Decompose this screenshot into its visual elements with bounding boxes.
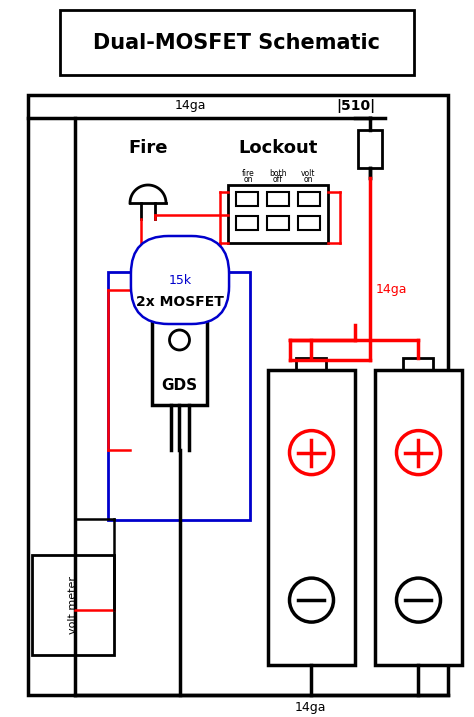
Circle shape <box>290 578 334 622</box>
Text: fire: fire <box>242 168 255 178</box>
Bar <box>60 10 414 75</box>
Text: 14ga: 14ga <box>174 99 206 112</box>
Text: both: both <box>269 168 287 178</box>
Text: volt: volt <box>301 168 315 178</box>
Circle shape <box>290 431 334 475</box>
Text: volt meter: volt meter <box>68 576 78 634</box>
Text: 20-24ga: 20-24ga <box>178 253 224 263</box>
Circle shape <box>170 330 190 350</box>
Text: Fire: Fire <box>128 139 168 157</box>
Circle shape <box>396 431 440 475</box>
Text: Lockout: Lockout <box>238 139 318 157</box>
Bar <box>28 95 448 695</box>
Bar <box>236 216 258 230</box>
Text: |510|: |510| <box>337 99 375 113</box>
Bar <box>152 320 207 405</box>
Bar <box>375 370 462 665</box>
Bar <box>267 192 289 206</box>
Text: Dual-MOSFET Schematic: Dual-MOSFET Schematic <box>93 33 381 53</box>
Bar <box>298 192 320 206</box>
Text: 15k: 15k <box>168 273 191 287</box>
Text: on: on <box>243 176 253 184</box>
Bar <box>228 185 328 243</box>
Text: 14ga: 14ga <box>376 283 408 297</box>
Bar <box>108 272 250 520</box>
Text: 2x MOSFET: 2x MOSFET <box>136 295 224 309</box>
Text: GDS: GDS <box>162 377 198 392</box>
Text: off: off <box>273 176 283 184</box>
Bar <box>32 555 114 655</box>
Text: on: on <box>303 176 313 184</box>
Circle shape <box>396 578 440 622</box>
Bar <box>298 216 320 230</box>
Bar <box>403 358 434 370</box>
Text: 14ga: 14ga <box>294 701 326 713</box>
Bar <box>236 192 258 206</box>
Bar <box>358 130 382 168</box>
Bar <box>268 370 355 665</box>
Bar <box>267 216 289 230</box>
Bar <box>297 358 327 370</box>
